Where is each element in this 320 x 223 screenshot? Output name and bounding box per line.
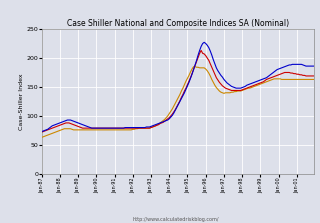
National Index xyxy=(192,65,196,68)
Composite 10 xyxy=(202,41,206,44)
National Index xyxy=(312,78,316,81)
Composite 10 xyxy=(96,127,100,130)
Composite 10 xyxy=(72,120,76,122)
National Index xyxy=(72,128,76,131)
Composite 20 xyxy=(312,75,316,77)
Composite 10 xyxy=(40,130,44,133)
Line: Composite 20: Composite 20 xyxy=(42,50,314,132)
Composite 20 xyxy=(40,131,44,134)
Legend: National Index, Composite 20, Composite 10: National Index, Composite 20, Composite … xyxy=(98,0,257,1)
Text: http://www.calculatedriskblog.com/: http://www.calculatedriskblog.com/ xyxy=(133,217,219,222)
Line: National Index: National Index xyxy=(42,67,314,137)
National Index xyxy=(143,127,147,130)
Composite 20 xyxy=(72,123,76,126)
Title: Case Shiller National and Composite Indices SA (Nominal): Case Shiller National and Composite Indi… xyxy=(67,19,289,28)
Composite 10 xyxy=(143,126,147,129)
National Index xyxy=(304,78,308,81)
Composite 10 xyxy=(312,65,316,67)
Y-axis label: Case-Shiller Index: Case-Shiller Index xyxy=(19,73,24,130)
Composite 10 xyxy=(304,65,308,67)
Composite 10 xyxy=(44,128,48,131)
National Index xyxy=(283,78,287,81)
Composite 20 xyxy=(96,127,100,130)
Line: Composite 10: Composite 10 xyxy=(42,42,314,132)
Composite 20 xyxy=(143,127,147,130)
Composite 20 xyxy=(304,75,308,77)
National Index xyxy=(96,128,100,131)
National Index xyxy=(40,136,44,139)
Composite 20 xyxy=(283,71,287,74)
Composite 20 xyxy=(199,49,203,52)
National Index xyxy=(44,134,48,137)
Composite 10 xyxy=(283,65,287,68)
Composite 20 xyxy=(44,129,48,132)
